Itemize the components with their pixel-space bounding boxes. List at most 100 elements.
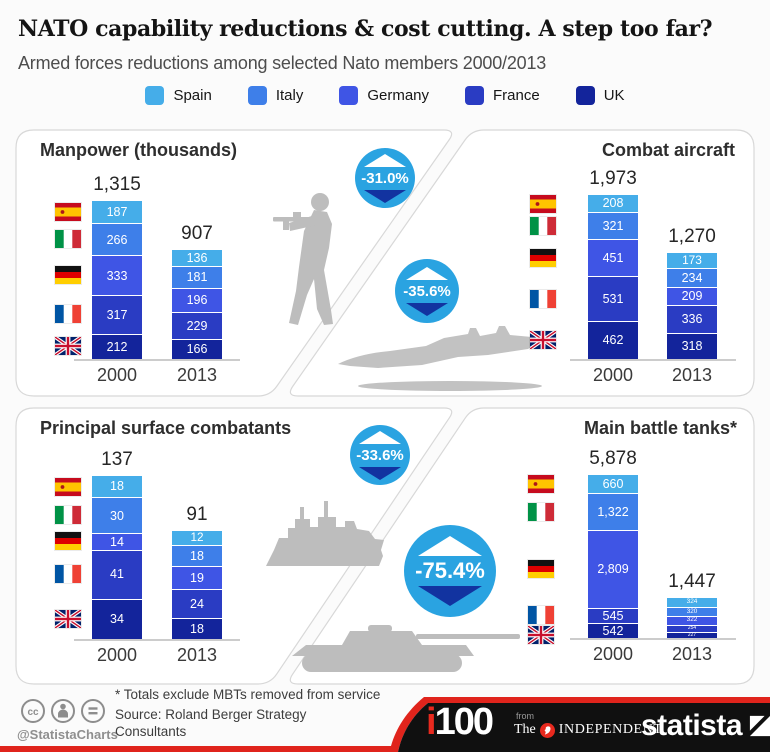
- segment-value: 545: [602, 608, 624, 623]
- segment-uk-2000: 34: [92, 598, 142, 639]
- segment-germany-2013: 19: [172, 566, 222, 590]
- segment-value: 212: [106, 339, 128, 354]
- segment-france-2013: 229: [172, 311, 222, 340]
- segment-spain-2000: 187: [92, 201, 142, 224]
- flag-spain-icon: [530, 194, 556, 213]
- legend-item-spain: Spain: [145, 86, 212, 105]
- segment-value: 181: [186, 270, 208, 285]
- flag-spain-icon: [55, 477, 81, 496]
- segment-value: 166: [186, 342, 208, 357]
- arrow-down-icon: [359, 466, 401, 480]
- segment-value: 41: [110, 567, 124, 582]
- segment-france-2000: 545: [588, 607, 638, 623]
- arrow-up-icon: [406, 266, 448, 280]
- segment-italy-2000: 321: [588, 212, 638, 239]
- segment-value: 451: [602, 250, 624, 265]
- x-axis: [74, 639, 240, 641]
- legend-label: UK: [603, 87, 625, 104]
- segment-spain-2013: 324: [667, 597, 717, 607]
- flag-uk-icon: [53, 608, 83, 630]
- reduction-percent: -35.6%: [403, 282, 451, 300]
- panel-title-battle-tanks: Main battle tanks*: [583, 418, 737, 438]
- segment-value: 19: [190, 570, 204, 585]
- segment-value: 208: [602, 196, 624, 211]
- year-label: 2000: [96, 645, 138, 665]
- segment-value: 227: [687, 631, 697, 638]
- flag-germany-icon: [530, 248, 556, 267]
- segment-italy-2013: 18: [172, 545, 222, 567]
- segment-italy-2000: 266: [92, 223, 142, 256]
- arrow-down-icon: [418, 586, 482, 606]
- segment-spain-2013: 173: [667, 252, 717, 268]
- arrow-up-icon: [418, 536, 482, 556]
- footer-black-bar: [398, 703, 770, 752]
- flag-italy-icon: [55, 506, 81, 525]
- flag-spain-icon: [55, 203, 81, 222]
- panel-title-manpower: Manpower (thousands): [40, 140, 237, 160]
- statista-wordmark: statista: [641, 709, 743, 742]
- the-label: The: [514, 722, 536, 737]
- segment-value: 229: [186, 318, 208, 333]
- segment-italy-2000: 1,322: [588, 493, 638, 530]
- segment-germany-2013: 209: [667, 287, 717, 305]
- segment-italy-2000: 30: [92, 497, 142, 534]
- statista-glyph-icon: [749, 715, 770, 737]
- segment-value: 321: [602, 218, 624, 233]
- segment-italy-2013: 181: [172, 266, 222, 288]
- x-axis: [74, 359, 240, 361]
- segment-value: 322: [686, 616, 698, 624]
- year-label: 2013: [176, 645, 218, 665]
- tank-silhouette-icon: [292, 625, 520, 672]
- panel-title-combat-aircraft: Combat aircraft: [601, 140, 735, 160]
- legend-swatch-italy: [247, 86, 267, 105]
- footer-red-swoosh: [0, 697, 770, 752]
- total-label: 907: [181, 222, 213, 244]
- legend-item-germany: Germany: [339, 86, 429, 105]
- segment-uk-2013: 18: [172, 617, 222, 639]
- arrow-up-icon: [364, 153, 406, 167]
- segment-value: 1,322: [597, 504, 629, 519]
- segment-value: 34: [110, 612, 124, 627]
- segment-value: 196: [186, 293, 208, 307]
- year-label: 2000: [592, 644, 634, 664]
- segment-value: 234: [681, 270, 703, 285]
- segment-value: 318: [681, 339, 703, 354]
- segment-uk-2013: 318: [667, 332, 717, 359]
- segment-value: 324: [686, 598, 698, 606]
- arrow-up-icon: [359, 430, 401, 444]
- legend-item-france: France: [465, 86, 540, 105]
- segment-value: 209: [681, 289, 703, 304]
- legend-label: France: [493, 87, 540, 104]
- year-label: 2000: [592, 365, 634, 385]
- segment-value: 266: [106, 232, 128, 247]
- soldier-silhouette-icon: [273, 193, 333, 325]
- segment-value: 462: [602, 333, 624, 348]
- reduction-percent: -75.4%: [415, 558, 485, 583]
- flag-france-icon: [55, 305, 81, 324]
- flag-germany-icon: [528, 559, 554, 578]
- segment-value: 333: [106, 268, 128, 283]
- legend-label: Italy: [275, 87, 304, 104]
- segment-germany-2013: 322: [667, 615, 717, 625]
- flag-france-icon: [528, 606, 554, 625]
- segment-spain-2000: 660: [588, 475, 638, 494]
- flag-france-icon: [55, 565, 81, 584]
- independent-logo: from The INDEPENDENT: [514, 711, 663, 738]
- segment-france-2013: 336: [667, 304, 717, 333]
- flag-france-icon: [530, 289, 556, 308]
- reduction-badge-combat-aircraft: -35.6%: [395, 259, 459, 323]
- i100-logo: i100: [426, 703, 494, 741]
- flag-italy-icon: [55, 230, 81, 249]
- segment-france-2013: 254: [667, 624, 717, 632]
- segment-value: 173: [682, 252, 702, 267]
- flag-italy-icon: [528, 502, 554, 521]
- statista-charts-handle: @StatistaCharts: [17, 727, 118, 742]
- segment-germany-2000: 2,809: [588, 529, 638, 608]
- from-label: from: [516, 711, 534, 721]
- segment-value: 531: [602, 291, 624, 306]
- reduction-badge-surface-combatants: -33.6%: [350, 425, 410, 485]
- warship-silhouette-icon: [266, 501, 384, 566]
- segment-spain-2000: 208: [588, 195, 638, 213]
- flag-germany-icon: [55, 266, 81, 285]
